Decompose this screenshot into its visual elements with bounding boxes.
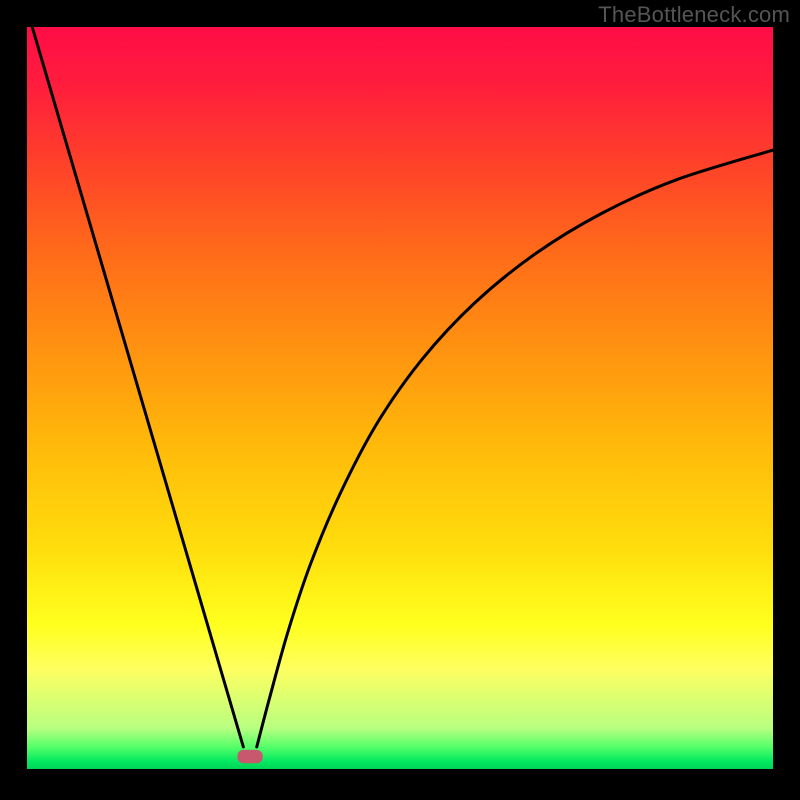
watermark-label: TheBottleneck.com — [598, 2, 790, 28]
bottleneck-curve-chart — [27, 27, 773, 773]
chart-frame: TheBottleneck.com — [0, 0, 800, 800]
optimum-marker — [237, 750, 262, 763]
chart-background — [27, 27, 773, 773]
chart-baseline — [27, 769, 773, 773]
